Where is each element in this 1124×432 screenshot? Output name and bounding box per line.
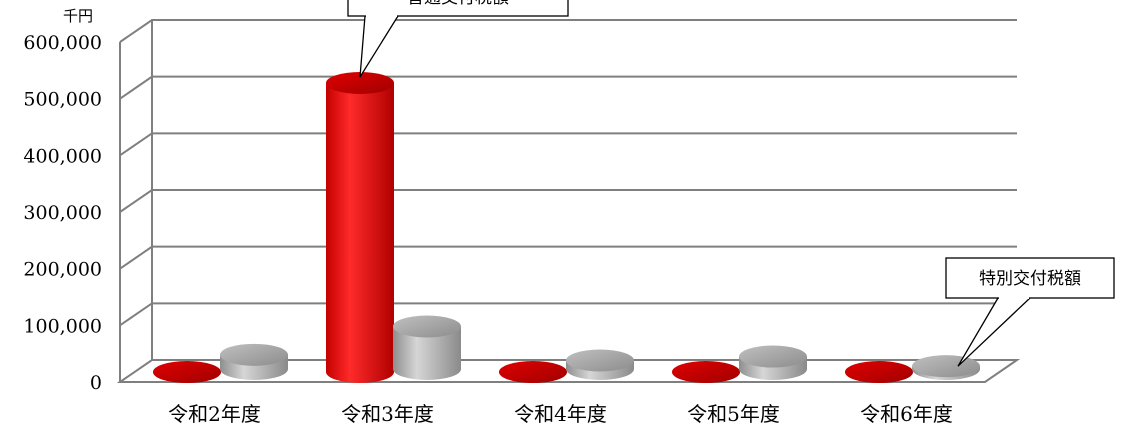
y-tick-label: 200,000	[23, 259, 102, 281]
y-tick-label: 600,000	[23, 32, 102, 54]
bar-body	[393, 326, 461, 380]
bar-top	[326, 72, 394, 94]
bars	[153, 72, 980, 383]
x-tick-label: 令和2年度	[168, 402, 261, 426]
bar-top	[912, 355, 980, 378]
x-tick-label: 令和3年度	[341, 402, 434, 426]
x-tick-label: 令和5年度	[687, 402, 780, 426]
gridline	[119, 75, 1017, 100]
gridline	[119, 189, 1017, 213]
y-tick-label: 0	[90, 372, 102, 394]
callouts: 普通交付税額特別交付税額	[347, 0, 1115, 367]
bar-top	[845, 361, 913, 383]
callout-label: 普通交付税額	[407, 0, 509, 8]
callout-label: 特別交付税額	[979, 269, 1081, 289]
bar-top	[393, 315, 461, 338]
x-axis: 令和2年度 令和3年度 令和4年度 令和5年度 令和6年度	[168, 402, 953, 426]
bar-top	[672, 361, 740, 383]
gridline	[119, 245, 1017, 270]
gridlines	[119, 19, 1017, 382]
gridline	[119, 19, 1017, 43]
bar-top	[220, 343, 288, 366]
x-tick-label: 令和4年度	[514, 402, 607, 426]
callout-box	[945, 257, 1115, 299]
bar-body	[326, 83, 394, 383]
callout-box	[347, 0, 569, 17]
y-tick-label: 500,000	[23, 89, 102, 111]
bar-top	[739, 345, 807, 368]
gridline	[119, 132, 1017, 157]
y-tick-label: 300,000	[23, 202, 102, 224]
y-tick-label: 100,000	[23, 315, 102, 337]
gridline	[119, 302, 1017, 327]
y-axis: 千円 0 100,000 200,000 300,000 400,000 500,000 6…	[23, 7, 102, 394]
bar-top	[153, 361, 221, 383]
callout-tail	[957, 297, 1032, 367]
y-tick-label: 400,000	[23, 145, 102, 167]
y-unit-label: 千円	[63, 7, 93, 25]
x-tick-label: 令和6年度	[860, 402, 953, 426]
callout-tail	[359, 15, 400, 78]
bar-top	[566, 349, 634, 372]
bar-top	[499, 361, 567, 383]
